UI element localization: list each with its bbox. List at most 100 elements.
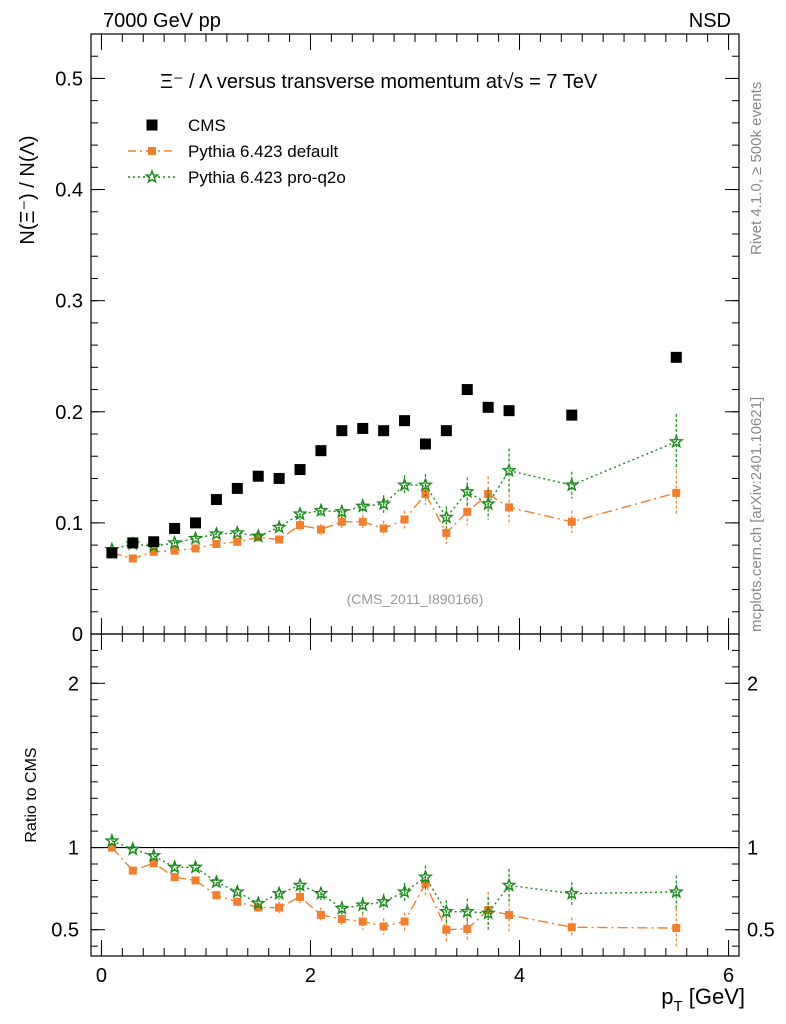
plot-title-energy: = 7 TeV bbox=[524, 71, 598, 93]
data-point bbox=[337, 517, 346, 526]
legend-marker bbox=[148, 147, 156, 155]
ratio-y-tick-label: 1 bbox=[68, 838, 79, 860]
data-point bbox=[316, 525, 325, 534]
series-pythia-6-423-pro-q2o bbox=[104, 414, 684, 557]
main-y-tick-label: 0.1 bbox=[55, 513, 83, 535]
data-point bbox=[482, 401, 494, 413]
ratio-data-point bbox=[567, 923, 576, 932]
data-point bbox=[355, 498, 371, 513]
data-point bbox=[212, 540, 221, 548]
data-point bbox=[668, 433, 684, 449]
legend-marker bbox=[144, 169, 160, 184]
legend-item: Pythia 6.423 pro-q2o bbox=[128, 168, 346, 187]
ratio-data-point bbox=[337, 915, 346, 924]
data-point bbox=[672, 488, 681, 497]
ratio-data-point bbox=[463, 924, 472, 933]
ratio-series-pythia-6-423-pro-q2o bbox=[104, 833, 684, 930]
ratio-data-point bbox=[358, 917, 367, 926]
data-point bbox=[440, 425, 452, 437]
data-point bbox=[252, 470, 264, 482]
main-y-tick-label: 0 bbox=[72, 624, 83, 646]
x-tick-label: 6 bbox=[723, 965, 734, 987]
legend-label: CMS bbox=[188, 116, 226, 135]
data-point bbox=[106, 547, 118, 559]
ratio-series-pythia-6-423-default bbox=[107, 843, 681, 948]
data-point bbox=[292, 506, 308, 521]
ratio-data-point bbox=[125, 841, 141, 856]
data-point bbox=[149, 547, 158, 556]
main-y-tick-label: 0.3 bbox=[55, 291, 83, 313]
main-series bbox=[104, 351, 684, 563]
ratio-data-point bbox=[379, 922, 388, 931]
x-axis-label: pT [GeV] bbox=[661, 984, 745, 1015]
ratio-data-point bbox=[275, 903, 284, 912]
ratio-data-point bbox=[167, 859, 183, 874]
data-point bbox=[564, 477, 580, 492]
legend: CMS Pythia 6.423 default Pythia 6.423 pro-… bbox=[128, 116, 346, 187]
ratio-data-point bbox=[107, 843, 116, 852]
series-pythia-6-423-default bbox=[107, 470, 681, 563]
ratio-data-point bbox=[208, 874, 225, 889]
ratio-data-point bbox=[233, 897, 242, 906]
ratio-data-point bbox=[376, 893, 392, 909]
analysis-watermark: (CMS_2011_I890166) bbox=[347, 591, 484, 607]
legend-label: Pythia 6.423 default bbox=[188, 142, 339, 161]
ratio-y-tick-label-right: 2 bbox=[747, 673, 758, 695]
data-point bbox=[358, 517, 367, 526]
ratio-y-axis-label: Ratio to CMS bbox=[23, 747, 40, 842]
svg-text:Ξ⁻ / Λ versus transverse momen: Ξ⁻ / Λ versus transverse momentum at√s =… bbox=[160, 71, 598, 93]
ratio-data-point bbox=[442, 925, 451, 934]
data-point bbox=[503, 405, 515, 417]
data-point bbox=[463, 507, 472, 516]
main-axis-ticks: 0.1 0.2 0.3 0.4 0.5 0 bbox=[55, 34, 739, 646]
data-point bbox=[233, 537, 242, 546]
ratio-data-point bbox=[400, 917, 409, 926]
data-point bbox=[229, 524, 245, 540]
data-point bbox=[191, 544, 200, 553]
plot-title: Ξ⁻ / Λ versus transverse momentum at√s =… bbox=[160, 71, 598, 93]
series-cms bbox=[106, 351, 682, 559]
ratio-data-point bbox=[170, 873, 179, 882]
series-line bbox=[111, 492, 677, 560]
mcplots-label: mcplots.cern.ch [arXiv:2401.10621] bbox=[748, 397, 765, 632]
ratio-data-point bbox=[459, 903, 475, 919]
data-point bbox=[275, 535, 284, 544]
ratio-data-point bbox=[313, 885, 329, 901]
data-point bbox=[273, 472, 285, 484]
ratio-data-point bbox=[187, 859, 204, 874]
data-point bbox=[271, 519, 287, 534]
legend-item: Pythia 6.423 default bbox=[128, 142, 339, 161]
ratio-panel: Ratio to CMS pT [GeV] 0.5 0.5 1 1 2 2 0 2 4 6 bbox=[23, 633, 775, 1015]
plot-title-text: Ξ⁻ / Λ versus transverse momentum at bbox=[160, 71, 503, 93]
data-point bbox=[459, 483, 475, 499]
ratio-data-point bbox=[505, 910, 514, 919]
data-point bbox=[567, 517, 576, 526]
data-point bbox=[336, 425, 348, 437]
data-point bbox=[127, 537, 139, 549]
ratio-data-point bbox=[421, 879, 430, 888]
ratio-y-tick-label-right: 0.5 bbox=[747, 920, 775, 942]
data-point bbox=[461, 384, 473, 396]
data-point bbox=[378, 425, 390, 437]
data-point bbox=[296, 521, 305, 530]
data-point bbox=[399, 415, 411, 427]
x-tick-label: 0 bbox=[96, 965, 107, 987]
process-label: NSD bbox=[689, 10, 731, 32]
ratio-data-point bbox=[316, 910, 325, 919]
data-point bbox=[501, 462, 517, 478]
data-point bbox=[379, 524, 388, 533]
ratio-data-point bbox=[292, 877, 308, 892]
ratio-y-tick-label-right: 1 bbox=[747, 838, 758, 860]
data-point bbox=[170, 546, 179, 555]
ratio-series bbox=[104, 833, 684, 948]
legend-label: Pythia 6.423 pro-q2o bbox=[188, 168, 346, 187]
data-point bbox=[128, 554, 137, 563]
ratio-data-point bbox=[254, 903, 263, 912]
data-point bbox=[167, 534, 183, 550]
data-point bbox=[187, 530, 204, 545]
ratio-data-point bbox=[296, 892, 305, 901]
data-point bbox=[148, 536, 160, 548]
ratio-data-point bbox=[229, 883, 245, 899]
x-axis-label-p: p bbox=[661, 984, 673, 1009]
data-point bbox=[315, 445, 327, 457]
